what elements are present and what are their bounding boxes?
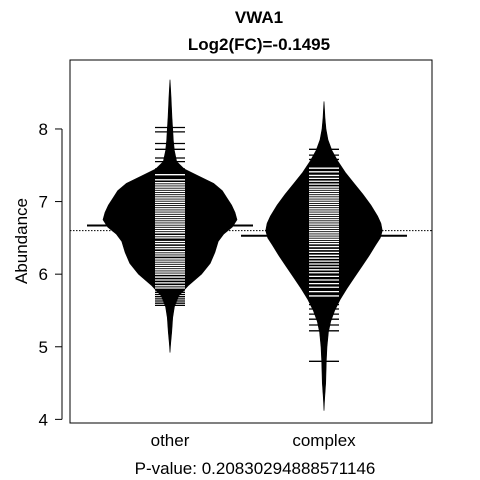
x-tick-label-complex: complex [292, 431, 356, 450]
y-axis: 4 5 6 7 8 [39, 120, 63, 429]
y-tick-label: 5 [39, 338, 48, 357]
y-axis-label: Abundance [12, 198, 31, 284]
x-tick-label-other: other [151, 431, 190, 450]
plot-frame [69, 59, 433, 424]
chart-title: VWA1 [235, 8, 283, 27]
y-tick-label: 6 [39, 265, 48, 284]
bean-complex [265, 101, 383, 411]
plot-area [70, 79, 432, 411]
chart-subtitle: Log2(FC)=-0.1495 [188, 35, 330, 54]
y-tick-label: 7 [39, 193, 48, 212]
p-value-label: P-value: 0.20830294888571146 [135, 459, 376, 478]
x-axis: other complex [151, 431, 357, 450]
bean-other [102, 79, 238, 353]
y-tick-label: 4 [39, 410, 48, 429]
y-tick-label: 8 [39, 120, 48, 139]
